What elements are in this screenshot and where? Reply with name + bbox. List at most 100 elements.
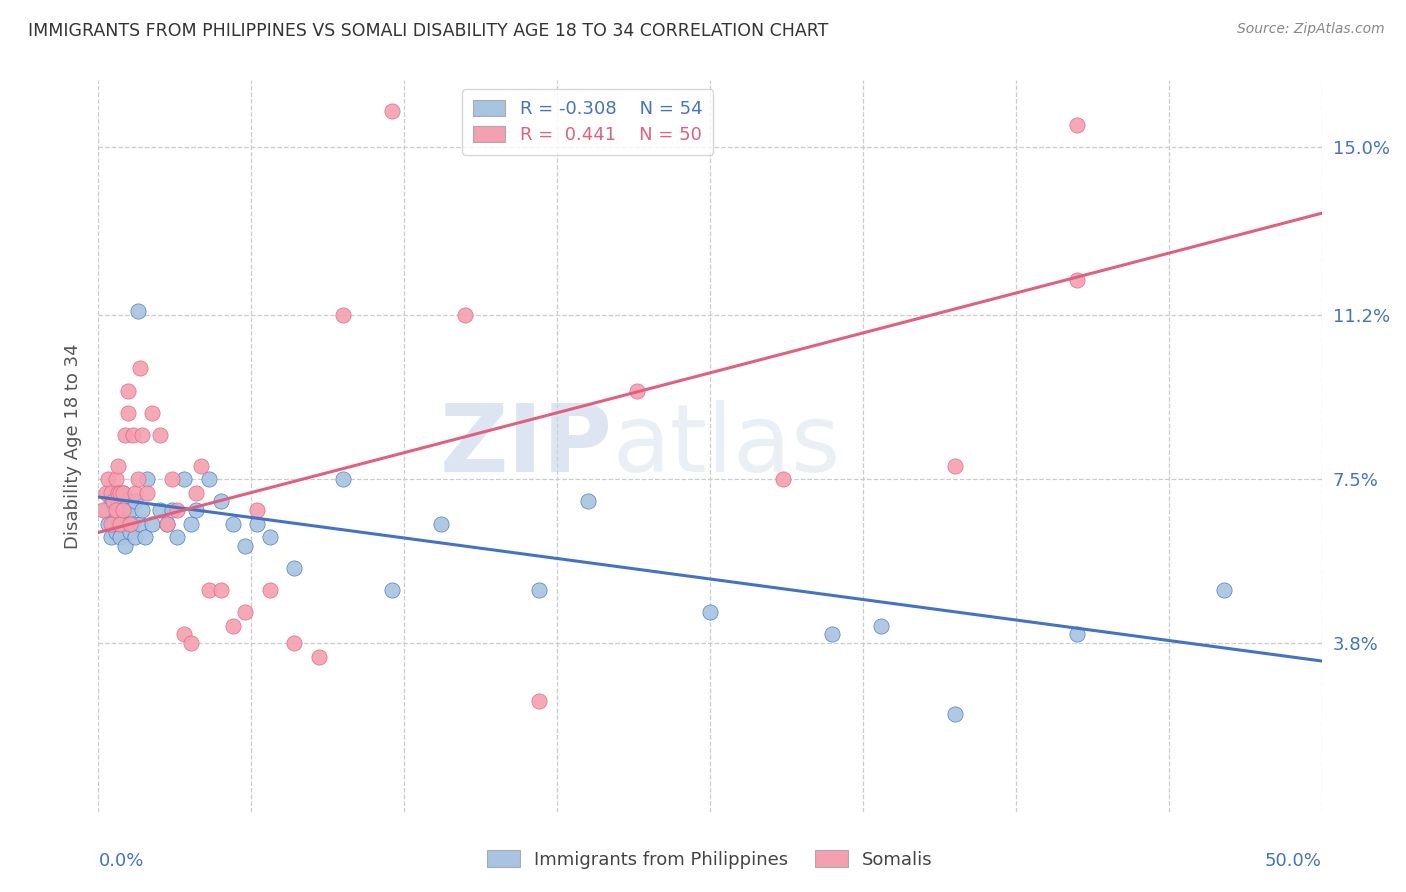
Point	[124, 485, 146, 500]
Point	[121, 516, 143, 531]
Point	[97, 472, 120, 486]
Point	[127, 303, 149, 318]
Point	[222, 618, 245, 632]
Point	[626, 384, 648, 398]
Point	[943, 707, 966, 722]
Point	[527, 694, 550, 708]
Point	[430, 516, 453, 531]
Point	[101, 516, 124, 531]
Point	[111, 503, 134, 517]
Point	[91, 503, 114, 517]
Point	[100, 494, 122, 508]
Point	[156, 516, 179, 531]
Point	[180, 636, 202, 650]
Point	[117, 406, 139, 420]
Point	[107, 458, 129, 473]
Y-axis label: Disability Age 18 to 34: Disability Age 18 to 34	[65, 343, 83, 549]
Point	[120, 516, 142, 531]
Point	[173, 627, 195, 641]
Point	[699, 605, 721, 619]
Point	[111, 485, 134, 500]
Point	[104, 472, 127, 486]
Point	[149, 428, 172, 442]
Point	[772, 472, 794, 486]
Point	[94, 503, 117, 517]
Point	[381, 104, 404, 119]
Text: 0.0%: 0.0%	[98, 852, 143, 870]
Point	[124, 494, 146, 508]
Point	[1066, 273, 1088, 287]
Point	[129, 361, 152, 376]
Point	[134, 530, 156, 544]
Point	[100, 516, 122, 531]
Point	[283, 636, 305, 650]
Point	[110, 516, 132, 531]
Text: Source: ZipAtlas.com: Source: ZipAtlas.com	[1237, 22, 1385, 37]
Point	[308, 649, 330, 664]
Point	[117, 516, 139, 531]
Point	[136, 485, 159, 500]
Point	[186, 503, 208, 517]
Point	[100, 530, 122, 544]
Point	[576, 494, 599, 508]
Point	[149, 503, 172, 517]
Point	[104, 503, 127, 517]
Point	[117, 494, 139, 508]
Text: IMMIGRANTS FROM PHILIPPINES VS SOMALI DISABILITY AGE 18 TO 34 CORRELATION CHART: IMMIGRANTS FROM PHILIPPINES VS SOMALI DI…	[28, 22, 828, 40]
Point	[104, 525, 127, 540]
Point	[136, 472, 159, 486]
Point	[101, 494, 124, 508]
Point	[259, 530, 281, 544]
Point	[259, 583, 281, 598]
Point	[209, 583, 232, 598]
Point	[141, 516, 163, 531]
Text: 50.0%: 50.0%	[1265, 852, 1322, 870]
Point	[233, 539, 256, 553]
Point	[186, 485, 208, 500]
Point	[114, 503, 136, 517]
Point	[120, 525, 142, 540]
Point	[160, 472, 183, 486]
Point	[1212, 583, 1234, 598]
Point	[107, 516, 129, 531]
Point	[104, 485, 127, 500]
Point	[101, 494, 124, 508]
Point	[332, 308, 354, 322]
Point	[121, 428, 143, 442]
Text: atlas: atlas	[612, 400, 841, 492]
Point	[129, 516, 152, 531]
Point	[222, 516, 245, 531]
Point	[141, 406, 163, 420]
Point	[94, 485, 117, 500]
Point	[114, 428, 136, 442]
Point	[166, 503, 188, 517]
Point	[110, 530, 132, 544]
Point	[127, 472, 149, 486]
Point	[156, 516, 179, 531]
Point	[107, 494, 129, 508]
Point	[131, 428, 153, 442]
Point	[120, 503, 142, 517]
Point	[173, 472, 195, 486]
Point	[246, 516, 269, 531]
Point	[111, 516, 134, 531]
Point	[1066, 118, 1088, 132]
Point	[233, 605, 256, 619]
Point	[527, 583, 550, 598]
Text: ZIP: ZIP	[439, 400, 612, 492]
Point	[124, 530, 146, 544]
Point	[166, 530, 188, 544]
Point	[111, 485, 134, 500]
Point	[246, 503, 269, 517]
Legend: Immigrants from Philippines, Somalis: Immigrants from Philippines, Somalis	[479, 843, 941, 876]
Point	[454, 308, 477, 322]
Point	[332, 472, 354, 486]
Point	[131, 503, 153, 517]
Point	[209, 494, 232, 508]
Point	[180, 516, 202, 531]
Point	[197, 472, 219, 486]
Point	[110, 485, 132, 500]
Point	[197, 583, 219, 598]
Point	[97, 516, 120, 531]
Point	[870, 618, 893, 632]
